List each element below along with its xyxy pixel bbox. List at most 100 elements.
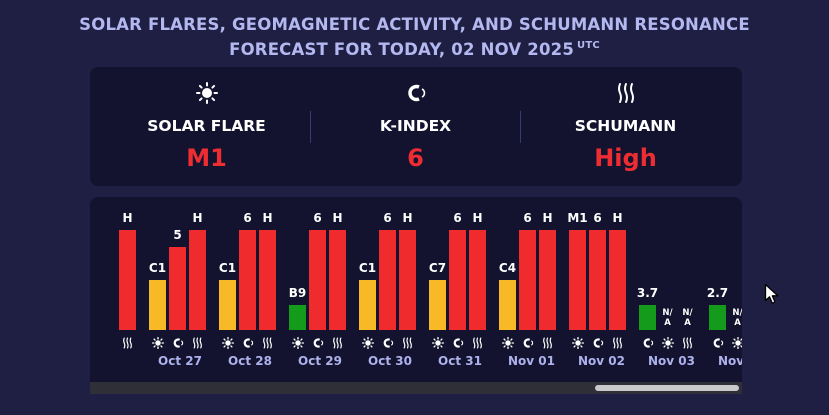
flare-bar — [569, 230, 586, 330]
divider — [310, 111, 311, 143]
kindex-extra-na: N/A — [662, 308, 673, 328]
flare-value: C1 — [358, 261, 377, 275]
flare-value: C4 — [498, 261, 517, 275]
title-line-2: FORECAST FOR TODAY, 02 NOV 2025 UTC — [0, 35, 829, 60]
summary-solar-flare: SOLAR FLARE M1 — [98, 67, 315, 186]
flare-value: C7 — [428, 261, 447, 275]
kindex-bar — [519, 230, 536, 330]
waves-icon — [538, 337, 558, 351]
day-label: Oct 30 — [368, 354, 412, 368]
waves-icon — [608, 337, 628, 351]
magnet-icon — [238, 337, 258, 351]
magnet-icon — [638, 337, 658, 351]
sun-icon — [288, 336, 308, 351]
schumann-value: High — [594, 144, 657, 172]
magnet-icon — [708, 337, 728, 351]
sun-icon — [498, 336, 518, 351]
flare-bar — [149, 280, 166, 330]
flare-bar — [429, 280, 446, 330]
forecast-chart[interactable]: H C1 5 H Oct 27 C1 6 H Oct 28 B9 6 H Oct 29 C1 6 H Oct 3… — [90, 197, 742, 394]
waves-icon — [468, 337, 488, 351]
magnet-icon — [307, 79, 524, 103]
waves-icon — [258, 337, 278, 351]
schumann-value: H — [402, 211, 413, 225]
day-label: Nov 04 — [718, 354, 742, 368]
flare-value: C1 — [148, 261, 167, 275]
summary-panel: SOLAR FLARE M1 K-INDEX 6 SCHUMANN High — [90, 67, 742, 186]
solar-flare-value: M1 — [186, 144, 227, 172]
sun-icon — [658, 336, 678, 351]
kindex-value: 2.7 — [706, 286, 729, 300]
sun-icon — [358, 336, 378, 351]
kindex-bar — [589, 230, 606, 330]
kindex-bar — [169, 247, 186, 330]
schumann-value: H — [332, 211, 343, 225]
schumann-na: N/A — [682, 308, 693, 328]
schumann-value: H — [472, 211, 483, 225]
scrollbar-thumb[interactable] — [595, 385, 739, 391]
kindex-value: 3.7 — [636, 286, 659, 300]
schumann-label: SCHUMANN — [574, 117, 677, 135]
waves-icon — [517, 79, 734, 103]
magnet-icon — [308, 337, 328, 351]
solar-flare-label: SOLAR FLARE — [147, 117, 266, 135]
sun-icon — [728, 336, 742, 351]
kindex-value: 6 — [313, 211, 322, 225]
title-line-1: SOLAR FLARES, GEOMAGNETIC ACTIVITY, AND … — [79, 15, 750, 34]
kindex-bar — [239, 230, 256, 330]
waves-icon — [398, 337, 418, 351]
day-label: Oct 28 — [228, 354, 272, 368]
schumann-bar — [399, 230, 416, 330]
horizontal-scrollbar[interactable] — [90, 382, 742, 394]
kindex-value: 6 — [453, 211, 462, 225]
magnet-icon — [518, 337, 538, 351]
schumann-value: H — [612, 211, 623, 225]
day-label: Oct 31 — [438, 354, 482, 368]
kindex-value: 6 — [243, 211, 252, 225]
kindex-bar — [449, 230, 466, 330]
magnet-icon — [588, 337, 608, 351]
k-index-value: 6 — [407, 144, 424, 172]
kindex-value: 6 — [383, 211, 392, 225]
flare-bar — [289, 305, 306, 330]
flare-bar — [499, 280, 516, 330]
magnet-icon — [378, 337, 398, 351]
schumann-bar — [469, 230, 486, 330]
sun-icon — [568, 336, 588, 351]
waves-icon — [678, 337, 698, 351]
schumann-value: H — [262, 211, 273, 225]
waves-icon — [188, 337, 208, 351]
magnet-icon — [448, 337, 468, 351]
sun-icon — [428, 336, 448, 351]
schumann-value: H — [192, 211, 203, 225]
mouse-cursor-icon — [764, 283, 779, 304]
sun-icon — [218, 336, 238, 351]
flare-value: C1 — [218, 261, 237, 275]
summary-schumann: SCHUMANN High — [517, 67, 734, 186]
schumann-bar — [539, 230, 556, 330]
forecast-track: H C1 5 H Oct 27 C1 6 H Oct 28 B9 6 H Oct 29 C1 6 H Oct 3… — [90, 197, 742, 382]
kindex-bar — [709, 305, 726, 330]
day-label: Nov 01 — [508, 354, 555, 368]
kindex-value: 5 — [173, 228, 182, 242]
sun-icon — [148, 336, 168, 351]
kindex-bar — [309, 230, 326, 330]
day-label: Nov 03 — [648, 354, 695, 368]
magnet-icon — [168, 337, 188, 351]
kindex-value: 6 — [523, 211, 532, 225]
flare-bar — [219, 280, 236, 330]
day-label: Nov 02 — [578, 354, 625, 368]
schumann-value: H — [542, 211, 553, 225]
k-index-label: K-INDEX — [379, 117, 452, 135]
divider — [520, 111, 521, 143]
kindex-bar — [379, 230, 396, 330]
kindex-bar — [639, 305, 656, 330]
waves-icon — [118, 337, 138, 351]
title-date: FORECAST FOR TODAY, 02 NOV 2025 — [229, 40, 575, 59]
day-label: Oct 27 — [158, 354, 202, 368]
schumann-bar — [329, 230, 346, 330]
schumann-bar — [609, 230, 626, 330]
schumann-value: H — [122, 211, 133, 225]
day-label: Oct 29 — [298, 354, 342, 368]
page-title: SOLAR FLARES, GEOMAGNETIC ACTIVITY, AND … — [0, 14, 829, 60]
